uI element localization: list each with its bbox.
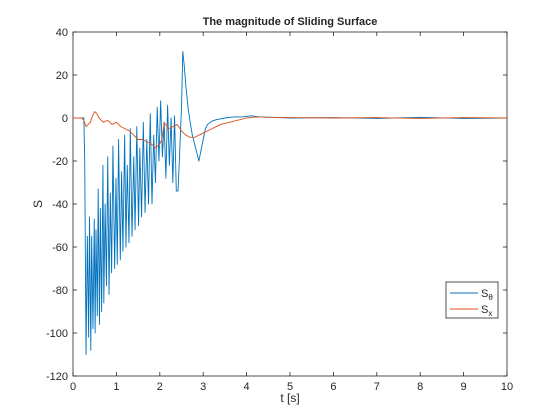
x-axis-label: t [s] — [280, 391, 299, 405]
legend: Sθ Sx — [445, 281, 499, 319]
y-tick-label: -100 — [46, 328, 68, 340]
y-tick-label: 40 — [56, 27, 68, 39]
legend-label-s-x: Sx — [481, 304, 492, 318]
y-tick-label: -60 — [52, 242, 68, 254]
series-layer — [73, 50, 507, 355]
y-tick-label: -80 — [52, 285, 68, 297]
series-line-s-theta — [73, 50, 507, 355]
x-tick-label: 3 — [200, 381, 206, 393]
x-tick-label: 9 — [461, 381, 467, 393]
x-tick-label: 10 — [501, 381, 513, 393]
y-tick-label: -20 — [52, 156, 68, 168]
x-tick-label: 6 — [330, 381, 336, 393]
y-tick-label: -120 — [46, 371, 68, 383]
y-axis-label: S — [31, 200, 45, 208]
series-line-s-x — [73, 111, 507, 149]
x-tick-label: 5 — [287, 381, 293, 393]
x-tick-label: 8 — [417, 381, 423, 393]
axis-ticks: 0 1 2 3 4 5 6 7 8 9 10 40 20 0 -20 -40 -60 -80 -100 -120 — [46, 27, 513, 393]
x-tick-label: 7 — [374, 381, 380, 393]
legend-label-s-theta: Sθ — [481, 288, 493, 302]
y-tick-label: -40 — [52, 199, 68, 211]
y-tick-label: 0 — [62, 113, 68, 125]
chart-title: The magnitude of Sliding Surface — [203, 16, 378, 28]
x-tick-label: 2 — [157, 381, 163, 393]
y-tick-label: 20 — [56, 70, 68, 82]
legend-box — [445, 281, 499, 319]
x-tick-label: 0 — [70, 381, 76, 393]
x-tick-label: 1 — [113, 381, 119, 393]
x-tick-label: 4 — [244, 381, 250, 393]
